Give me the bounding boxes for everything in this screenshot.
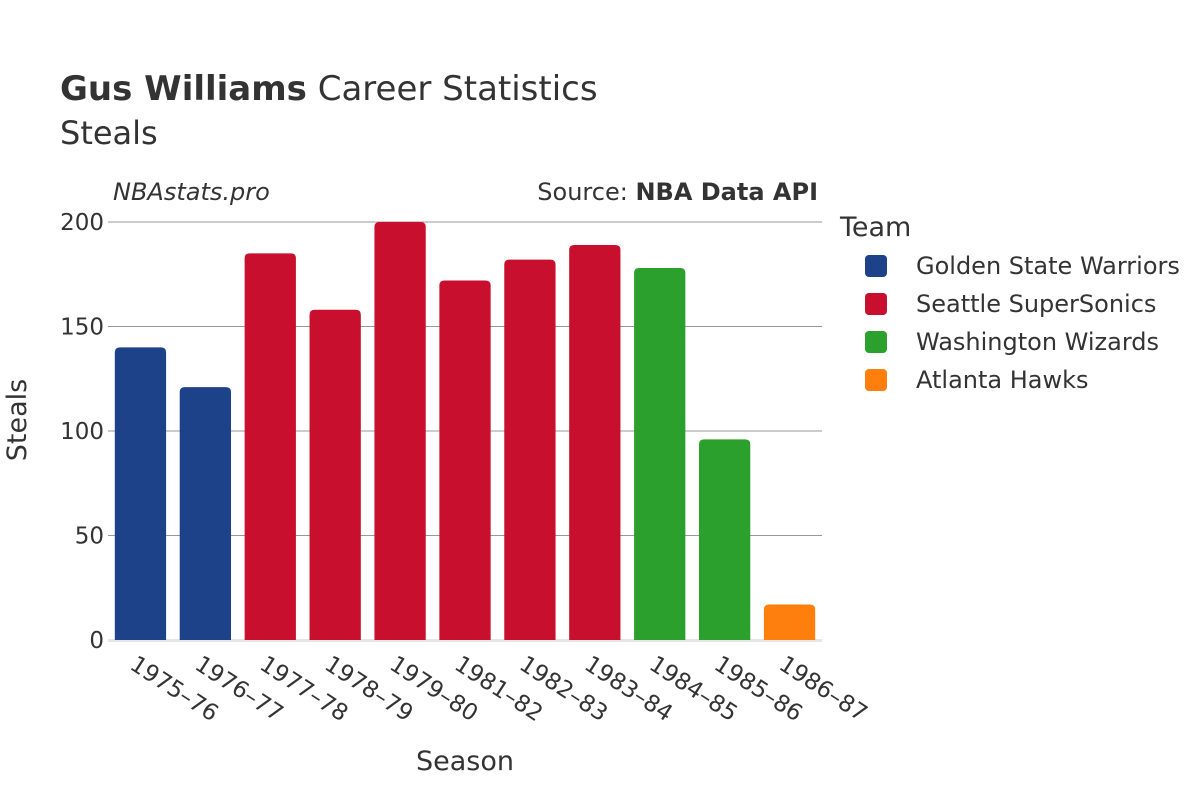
- legend-label: Washington Wizards: [916, 328, 1159, 356]
- legend-label: Golden State Warriors: [916, 252, 1180, 280]
- legend-title: Team: [839, 212, 911, 243]
- legend-item[interactable]: Golden State Warriors: [865, 252, 1180, 280]
- bar-1979–80[interactable]: [374, 222, 426, 640]
- source-prefix: Source:: [537, 178, 635, 206]
- bar-1975–76[interactable]: [114, 347, 167, 640]
- bar-1986–87[interactable]: [763, 604, 816, 640]
- legend-item[interactable]: Atlanta Hawks: [865, 366, 1089, 394]
- y-axis-title: Steals: [2, 379, 33, 461]
- y-tick-label: 100: [60, 419, 104, 445]
- x-tick-labels: 1975–761976–771977–781978–791979–801981–…: [125, 651, 872, 727]
- bar-1977–78[interactable]: [244, 253, 296, 640]
- y-tick-label: 150: [60, 315, 104, 341]
- y-tick-label: 50: [75, 524, 104, 550]
- legend-label: Seattle SuperSonics: [916, 290, 1156, 318]
- bar-1978–79[interactable]: [309, 309, 361, 640]
- legend-item[interactable]: Seattle SuperSonics: [865, 290, 1156, 318]
- legend-swatch: [865, 293, 887, 315]
- legend-label: Atlanta Hawks: [916, 366, 1089, 394]
- bar-1983–84[interactable]: [569, 244, 621, 641]
- source-name: NBA Data API: [635, 178, 818, 206]
- source-text: Source: NBA Data API: [537, 178, 818, 206]
- y-tick-label: 0: [89, 628, 104, 654]
- y-tick-label: 200: [60, 210, 104, 236]
- x-axis-title: Season: [416, 746, 514, 777]
- legend: Team Golden State Warriors Seattle SuperS…: [839, 212, 1180, 394]
- chart-subtitle: Steals: [60, 114, 158, 152]
- bar-1984–85[interactable]: [634, 267, 686, 640]
- legend-items: Golden State Warriors Seattle SuperSonics…: [865, 252, 1180, 394]
- legend-swatch: [865, 255, 887, 277]
- bar-1985–86[interactable]: [698, 439, 751, 640]
- bars: [114, 222, 816, 641]
- legend-swatch: [865, 369, 887, 391]
- chart-title-player: Gus Williams: [60, 69, 307, 109]
- y-tick-labels: 0 50 100 150 200: [60, 210, 104, 654]
- chart-title: Gus Williams Career Statistics: [60, 69, 598, 109]
- legend-swatch: [865, 331, 887, 353]
- bar-1981–82[interactable]: [439, 280, 491, 640]
- watermark-text: NBAstats.pro: [113, 178, 270, 206]
- bar-1976–77[interactable]: [179, 387, 232, 640]
- chart-title-rest: Career Statistics: [307, 69, 598, 109]
- bar-1982–83[interactable]: [504, 259, 556, 640]
- legend-item[interactable]: Washington Wizards: [865, 328, 1159, 356]
